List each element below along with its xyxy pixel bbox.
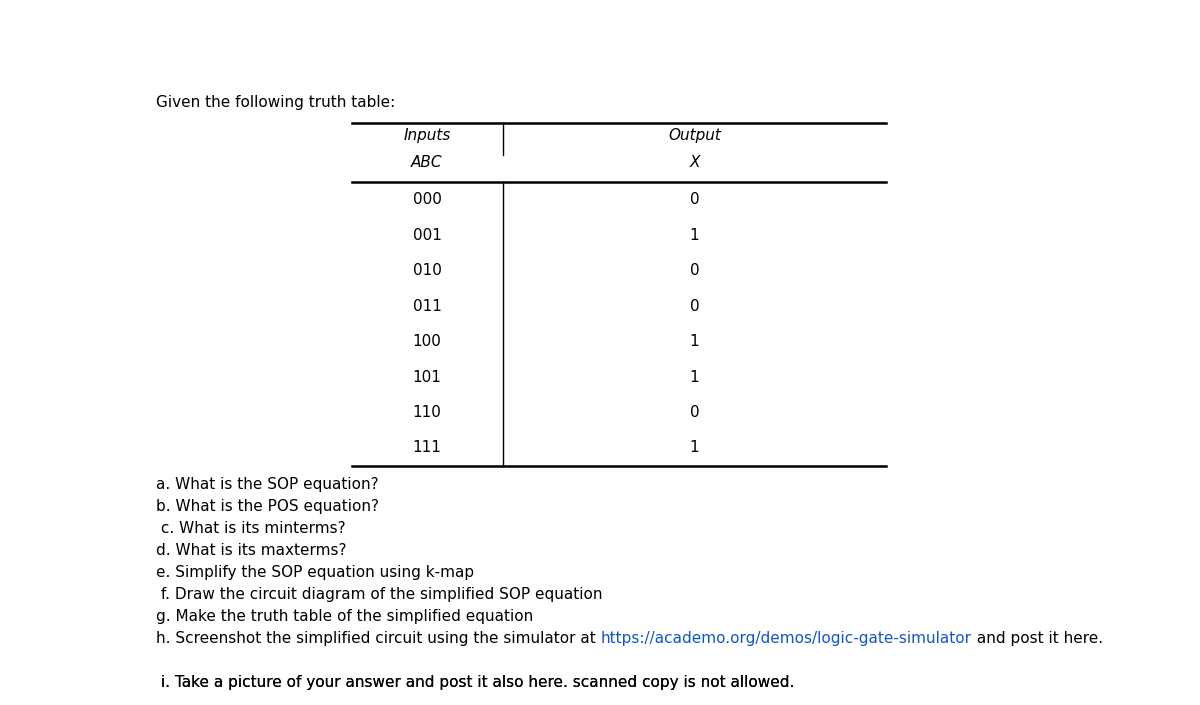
Text: 011: 011 [413, 299, 442, 314]
Text: 0: 0 [690, 192, 700, 207]
Text: and post it here.: and post it here. [972, 631, 1103, 646]
Text: 1: 1 [690, 334, 700, 349]
Text: a. What is the SOP equation?: a. What is the SOP equation? [156, 477, 379, 492]
Text: i. Take a picture of your answer and post it also here. scanned copy is not allo: i. Take a picture of your answer and pos… [156, 675, 794, 689]
Text: 0: 0 [690, 405, 700, 420]
Text: Given the following truth table:: Given the following truth table: [156, 94, 396, 109]
Text: 000: 000 [413, 192, 442, 207]
Text: Output: Output [668, 128, 721, 144]
Text: 100: 100 [413, 334, 442, 349]
Text: c. What is its minterms?: c. What is its minterms? [156, 521, 346, 536]
Text: e. Simplify the SOP equation using k-map: e. Simplify the SOP equation using k-map [156, 565, 474, 580]
Text: 110: 110 [413, 405, 442, 420]
Text: X: X [689, 155, 700, 170]
Text: ABC: ABC [412, 155, 443, 170]
Text: 010: 010 [413, 263, 442, 278]
Text: 1: 1 [690, 441, 700, 455]
Text: h. Screenshot the simplified circuit using the simulator at: h. Screenshot the simplified circuit usi… [156, 631, 601, 646]
Text: 0: 0 [690, 299, 700, 314]
Text: 1: 1 [690, 228, 700, 243]
Text: 111: 111 [413, 441, 442, 455]
Text: i. Take a picture of your answer and post it also here. scanned copy is not allo: i. Take a picture of your answer and pos… [156, 675, 794, 689]
Text: g. Make the truth table of the simplified equation: g. Make the truth table of the simplifie… [156, 609, 534, 624]
Text: 1: 1 [690, 369, 700, 384]
Text: 0: 0 [690, 263, 700, 278]
Text: https://academo.org/demos/logic-gate-simulator: https://academo.org/demos/logic-gate-sim… [601, 631, 972, 646]
Text: Inputs: Inputs [403, 128, 451, 144]
Text: b. What is the POS equation?: b. What is the POS equation? [156, 499, 379, 514]
Text: 101: 101 [413, 369, 442, 384]
Text: 001: 001 [413, 228, 442, 243]
Text: d. What is its maxterms?: d. What is its maxterms? [156, 543, 347, 558]
Text: f. Draw the circuit diagram of the simplified SOP equation: f. Draw the circuit diagram of the simpl… [156, 587, 602, 602]
